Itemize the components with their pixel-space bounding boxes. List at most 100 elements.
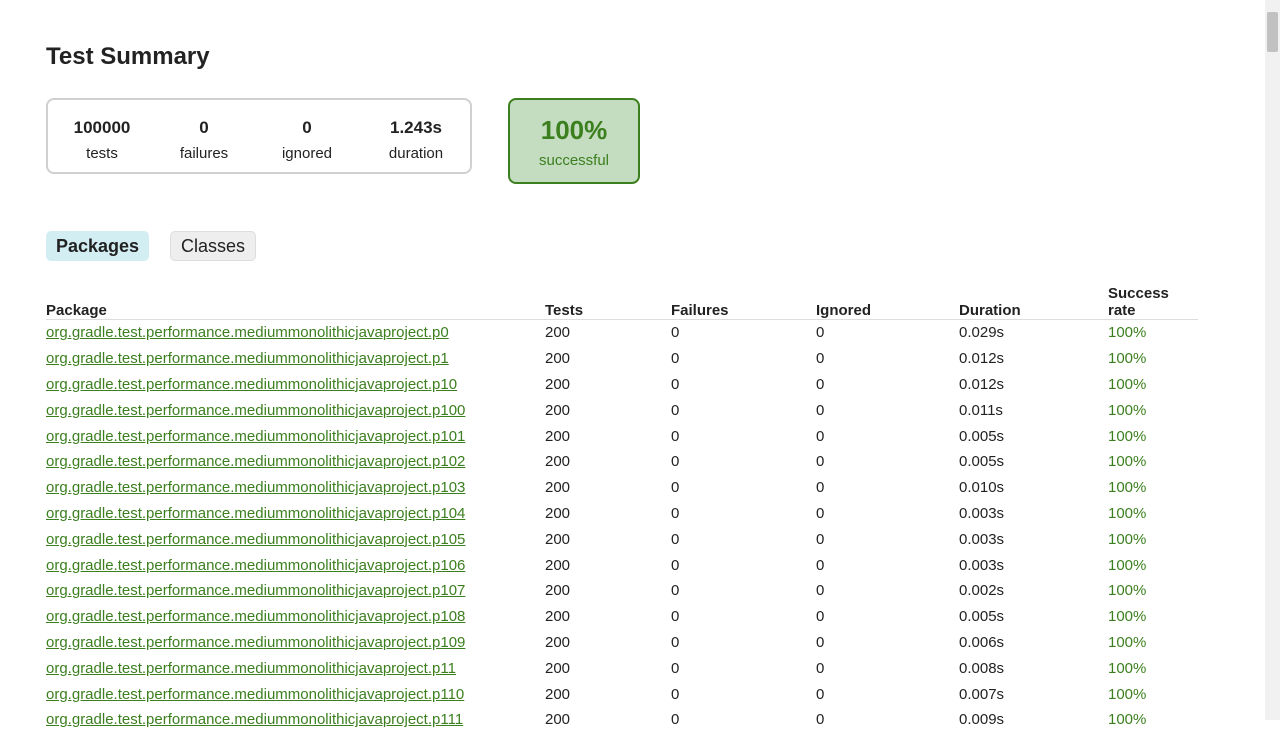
success-rate-value: 100%	[540, 115, 608, 145]
cell-failures: 0	[671, 530, 680, 548]
cell-duration: 0.002s	[959, 582, 1005, 600]
tests-counter: 100000 tests	[52, 118, 152, 162]
col-success-rate: Success rate	[1108, 285, 1198, 320]
cell-ignored: 0	[816, 401, 825, 419]
cell-tests: 200	[545, 582, 571, 600]
package-link[interactable]: org.gradle.test.performance.mediummonoli…	[46, 324, 449, 342]
cell-failures: 0	[671, 582, 680, 600]
cell-success-rate: 100%	[1108, 375, 1147, 393]
cell-package: org.gradle.test.performance.mediummonoli…	[46, 475, 545, 501]
cell-ignored: 0	[816, 504, 825, 522]
cell-failures: 0	[671, 401, 680, 419]
cell-failures: 0	[671, 685, 680, 703]
cell-duration: 0.029s	[959, 324, 1005, 342]
cell-duration: 0.005s	[959, 427, 1005, 445]
scrollbar[interactable]	[1265, 0, 1280, 720]
cell-tests: 200	[545, 659, 571, 677]
cell-failures: 0	[671, 350, 680, 368]
cell-package: org.gradle.test.performance.mediummonoli…	[46, 449, 545, 475]
cell-ignored: 0	[816, 556, 825, 574]
cell-package: org.gradle.test.performance.mediummonoli…	[46, 320, 545, 346]
table-row: org.gradle.test.performance.mediummonoli…	[46, 372, 1198, 398]
cell-tests: 200	[545, 375, 571, 393]
package-link[interactable]: org.gradle.test.performance.mediummonoli…	[46, 504, 466, 522]
tests-value: 100000	[73, 118, 131, 137]
cell-tests: 200	[545, 453, 571, 471]
cell-success-rate: 100%	[1108, 504, 1147, 522]
cell-success-rate: 100%	[1108, 324, 1147, 342]
cell-failures: 0	[671, 479, 680, 497]
cell-ignored: 0	[816, 350, 825, 368]
cell-failures: 0	[671, 556, 680, 574]
package-link[interactable]: org.gradle.test.performance.mediummonoli…	[46, 608, 466, 626]
cell-success-rate: 100%	[1108, 685, 1147, 703]
cell-success-rate: 100%	[1108, 582, 1147, 600]
cell-tests: 200	[545, 324, 571, 342]
cell-package: org.gradle.test.performance.mediummonoli…	[46, 526, 545, 552]
cell-duration: 0.012s	[959, 350, 1005, 368]
package-link[interactable]: org.gradle.test.performance.mediummonoli…	[46, 453, 466, 471]
cell-duration: 0.003s	[959, 556, 1005, 574]
cell-failures: 0	[671, 504, 680, 522]
tab-classes[interactable]: Classes	[170, 231, 257, 261]
table-row: org.gradle.test.performance.mediummonoli…	[46, 346, 1198, 372]
cell-failures: 0	[671, 453, 680, 471]
col-duration: Duration	[959, 285, 1108, 320]
scrollbar-thumb[interactable]	[1267, 12, 1278, 52]
package-link[interactable]: org.gradle.test.performance.mediummonoli…	[46, 479, 466, 497]
package-link[interactable]: org.gradle.test.performance.mediummonoli…	[46, 530, 466, 548]
summary-box: 100000 tests 0 failures 0 ignored 1.243s dur…	[46, 98, 472, 174]
cell-tests: 200	[545, 685, 571, 703]
cell-failures: 0	[671, 427, 680, 445]
cell-failures: 0	[671, 633, 680, 651]
packages-table: Package Tests Failures Ignored Duration …	[46, 285, 1198, 733]
duration-counter: 1.243s duration	[366, 118, 466, 162]
cell-success-rate: 100%	[1108, 427, 1147, 445]
cell-success-rate: 100%	[1108, 556, 1147, 574]
cell-ignored: 0	[816, 453, 825, 471]
cell-duration: 0.008s	[959, 659, 1005, 677]
table-row: org.gradle.test.performance.mediummonoli…	[46, 449, 1198, 475]
table-header: Package Tests Failures Ignored Duration …	[46, 285, 1198, 320]
cell-failures: 0	[671, 324, 680, 342]
package-link[interactable]: org.gradle.test.performance.mediummonoli…	[46, 685, 465, 703]
package-link[interactable]: org.gradle.test.performance.mediummonoli…	[46, 582, 466, 600]
cell-duration: 0.005s	[959, 453, 1005, 471]
package-link[interactable]: org.gradle.test.performance.mediummonoli…	[46, 556, 466, 574]
cell-tests: 200	[545, 479, 571, 497]
cell-tests: 200	[545, 530, 571, 548]
table-row: org.gradle.test.performance.mediummonoli…	[46, 630, 1198, 656]
cell-success-rate: 100%	[1108, 401, 1147, 419]
package-link[interactable]: org.gradle.test.performance.mediummonoli…	[46, 350, 449, 368]
cell-package: org.gradle.test.performance.mediummonoli…	[46, 604, 545, 630]
cell-ignored: 0	[816, 479, 825, 497]
cell-tests: 200	[545, 633, 571, 651]
cell-duration: 0.011s	[959, 401, 1003, 419]
cell-package: org.gradle.test.performance.mediummonoli…	[46, 501, 545, 527]
package-link[interactable]: org.gradle.test.performance.mediummonoli…	[46, 633, 466, 651]
cell-tests: 200	[545, 427, 571, 445]
tests-label: tests	[86, 145, 118, 162]
cell-duration: 0.007s	[959, 685, 1005, 703]
duration-value: 1.243s	[390, 118, 442, 137]
cell-ignored: 0	[816, 427, 825, 445]
package-link[interactable]: org.gradle.test.performance.mediummonoli…	[46, 401, 466, 419]
cell-ignored: 0	[816, 375, 825, 393]
failures-counter: 0 failures	[154, 118, 254, 162]
package-link[interactable]: org.gradle.test.performance.mediummonoli…	[46, 375, 458, 393]
col-package: Package	[46, 285, 545, 320]
package-link[interactable]: org.gradle.test.performance.mediummonoli…	[46, 427, 466, 445]
cell-success-rate: 100%	[1108, 453, 1147, 471]
cell-success-rate: 100%	[1108, 479, 1147, 497]
cell-duration: 0.003s	[959, 504, 1005, 522]
package-link[interactable]: org.gradle.test.performance.mediummonoli…	[46, 659, 456, 677]
tab-packages[interactable]: Packages	[46, 231, 150, 261]
cell-failures: 0	[671, 659, 680, 677]
ignored-value: 0	[302, 118, 312, 137]
table-row: org.gradle.test.performance.mediummonoli…	[46, 501, 1198, 527]
cell-ignored: 0	[816, 608, 825, 626]
cell-package: org.gradle.test.performance.mediummonoli…	[46, 578, 545, 604]
cell-success-rate: 100%	[1108, 659, 1147, 677]
table-row: org.gradle.test.performance.mediummonoli…	[46, 681, 1198, 707]
cell-ignored: 0	[816, 530, 825, 548]
